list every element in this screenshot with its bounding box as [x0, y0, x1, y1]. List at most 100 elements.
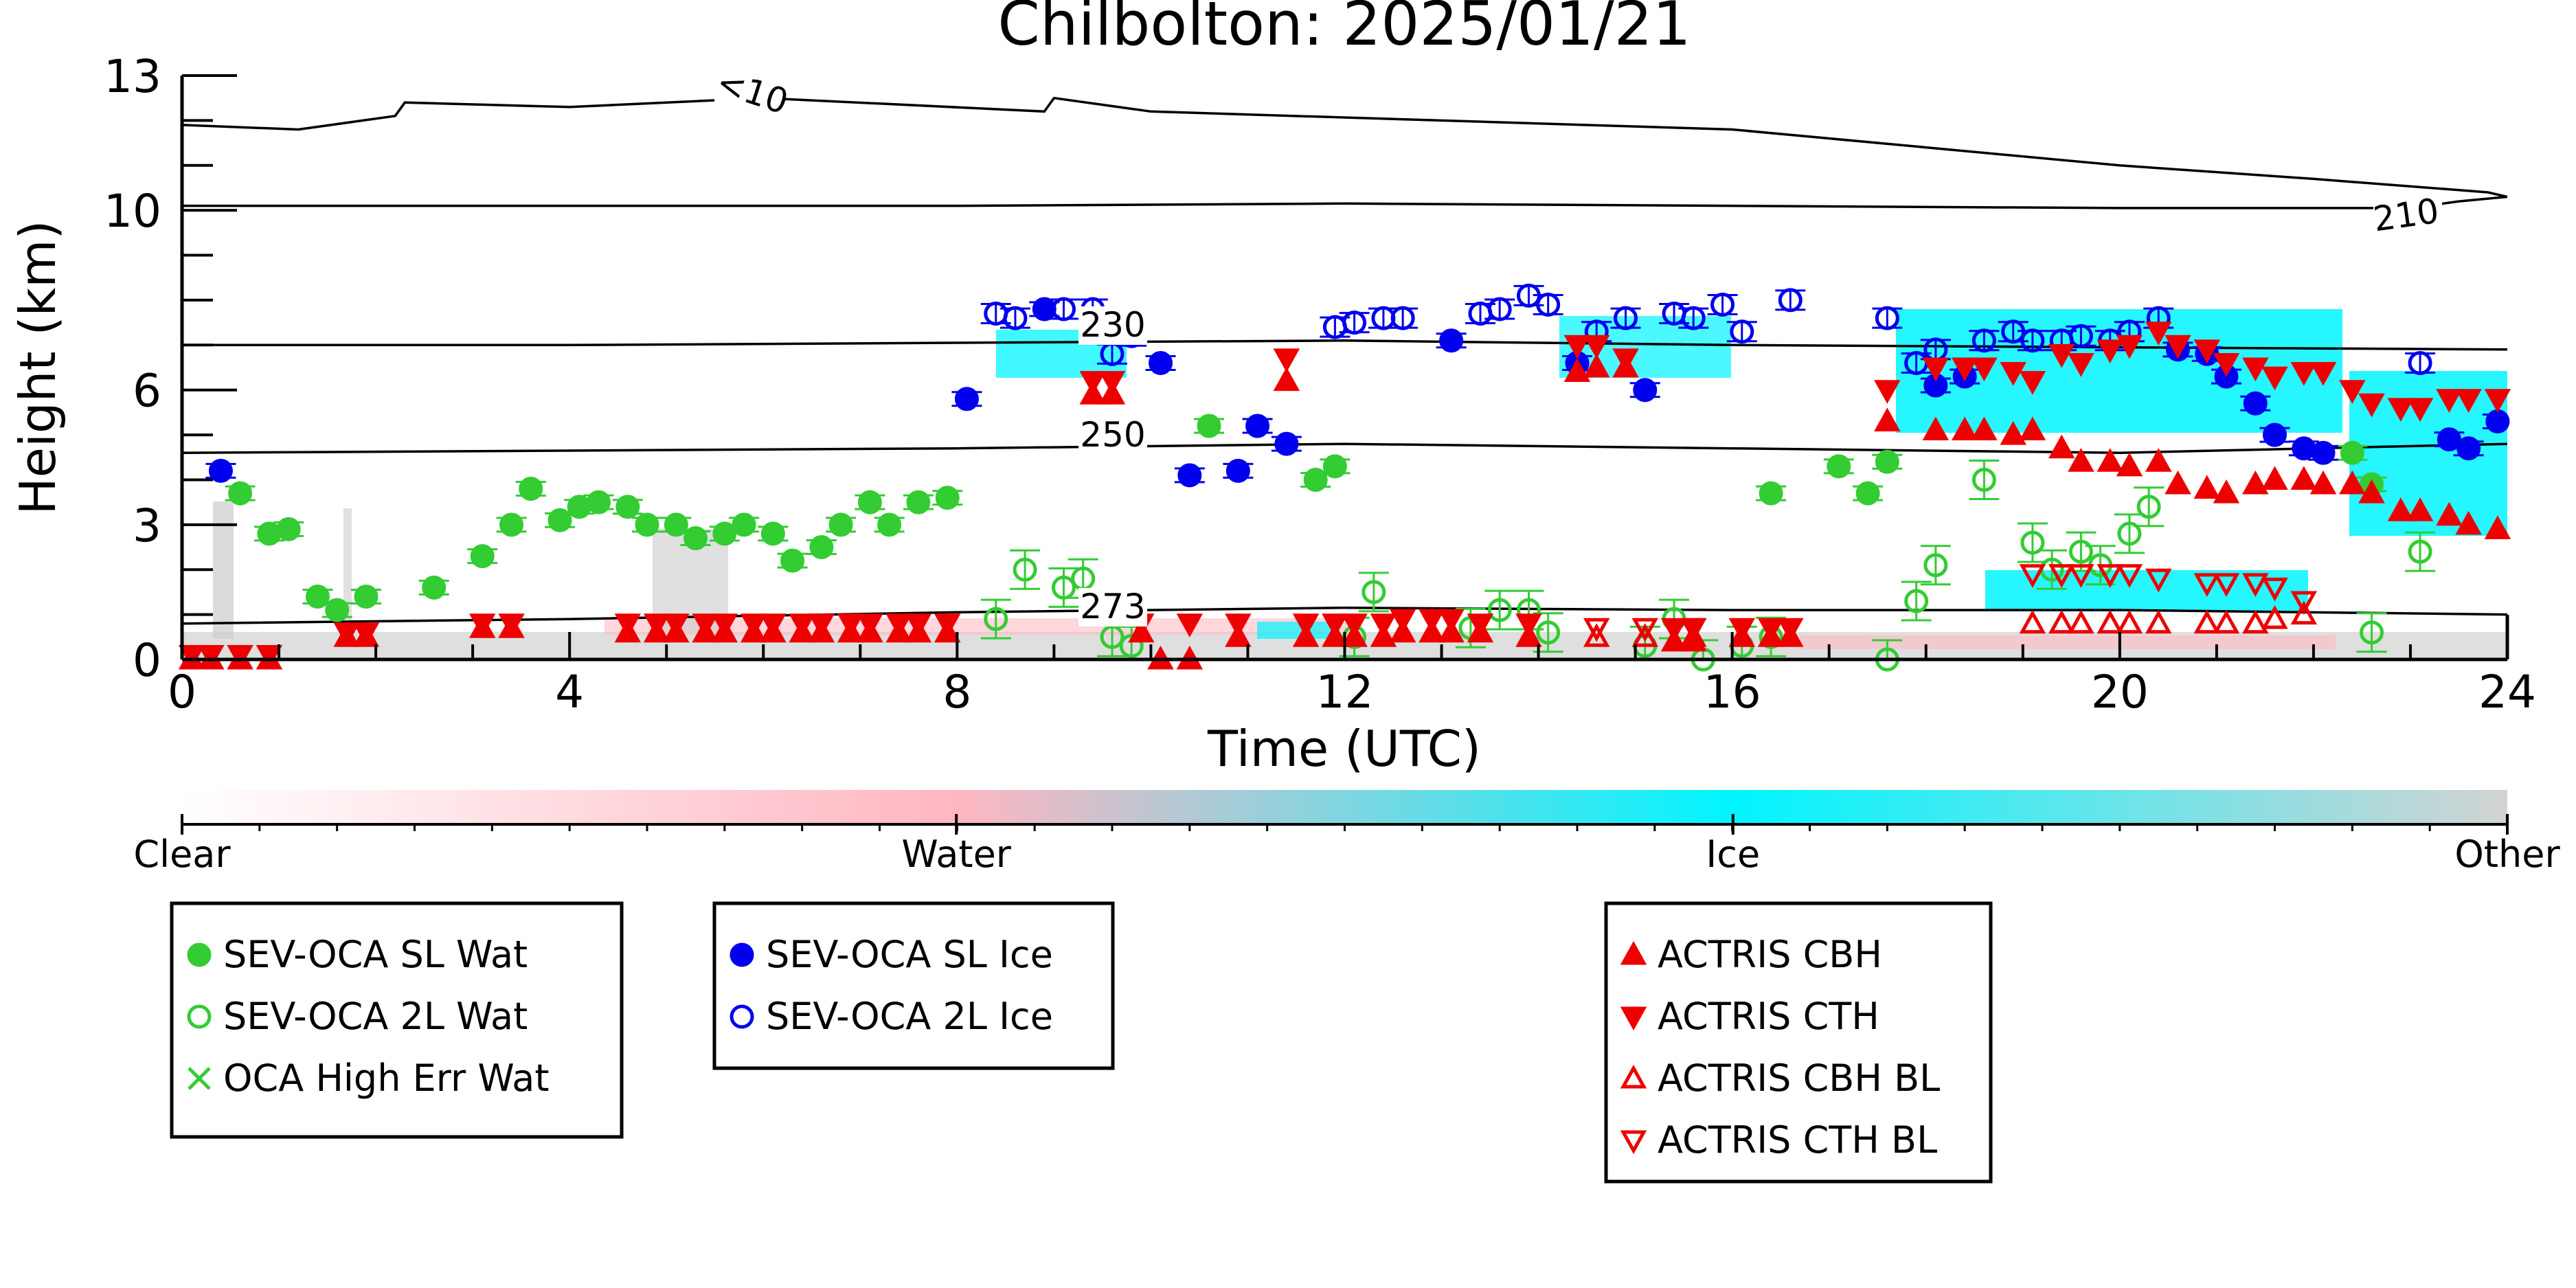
contour-label: 210 [2371, 191, 2441, 240]
contour-label-bg [1078, 588, 1147, 626]
marker-actris-cth [256, 644, 283, 669]
contour-label: 250 [1080, 415, 1145, 455]
marker-actris-cth [333, 622, 361, 646]
y-tick-label: 0 [133, 634, 161, 687]
marker-actris-cth [2358, 393, 2385, 418]
marker-sev-oca-sl-ice [2243, 391, 2268, 416]
colorbar-strip [182, 790, 2507, 824]
marker-actris-cth [857, 613, 883, 637]
contour-label-bg [2373, 196, 2442, 235]
contour-label-bg [714, 73, 783, 111]
marker-actris-cth [934, 613, 961, 637]
colorbar-label: Clear [133, 833, 231, 876]
legend-label: ACTRIS CBH BL [1658, 1057, 1940, 1100]
y-tick-label: 13 [104, 50, 161, 103]
marker-sev-oca-sl-wat [664, 512, 688, 537]
marker-actris-cth [1079, 371, 1107, 395]
shade-other-tall-2 [343, 508, 352, 632]
marker-actris-cth [1467, 613, 1494, 637]
marker-actris-cth [1951, 357, 1978, 382]
x-tick-label: 12 [1316, 666, 1374, 719]
marker-actris-cth [2436, 389, 2463, 413]
colorbar: Clear Water Ice Other [133, 790, 2560, 876]
marker-actris-cth [2048, 343, 2075, 368]
marker-actris-cth [2406, 398, 2434, 422]
contour-label-bg [1078, 306, 1147, 345]
marker-sev-oca-sl-ice [2485, 409, 2510, 433]
legend-box: SEV-OCA SL Ice SEV-OCA 2L Ice [712, 901, 1115, 1070]
marker-actris-cth [1777, 618, 1804, 642]
marker-sev-oca-sl-wat [276, 517, 301, 541]
marker-sev-oca-sl-wat [906, 490, 931, 515]
marker-actris-cbh-bl [2019, 609, 2046, 634]
marker-actris-cbh-bl [1583, 623, 1610, 647]
marker-actris-cth [1389, 609, 1416, 633]
marker-actris-cth [1757, 618, 1785, 642]
marker-actris-cbh [2165, 470, 2191, 495]
legend-marker [188, 1067, 211, 1090]
legend-label: SEV-OCA SL Ice [766, 933, 1053, 976]
marker-sev-oca-sl-ice [1439, 328, 1464, 353]
contour-label: 273 [1080, 587, 1145, 626]
legend-marker [187, 942, 212, 967]
marker-actris-cbh [2358, 479, 2385, 504]
marker-sev-oca-2l-wat [2020, 530, 2045, 555]
marker-actris-cth [1225, 613, 1252, 637]
marker-actris-cbh-bl [2068, 609, 2094, 634]
marker-actris-cth [2387, 398, 2415, 422]
contour-line [182, 607, 2507, 625]
x-axis-label: Time (UTC) [1207, 720, 1481, 778]
marker-actris-cth [1098, 371, 1126, 395]
marker-sev-oca-2l-ice [1875, 306, 1899, 330]
marker-actris-cbh-bl [2290, 600, 2318, 625]
marker-sev-oca-sl-wat [422, 575, 447, 600]
marker-sev-oca-2l-wat [1362, 580, 1386, 605]
marker-sev-oca-sl-ice [2311, 440, 2336, 465]
marker-sev-oca-sl-wat [615, 495, 640, 519]
marker-sev-oca-2l-wat [1904, 589, 1929, 613]
legend-frame [1604, 901, 1993, 1184]
marker-actris-cth [1971, 357, 1998, 382]
marker-actris-cbh [2261, 466, 2288, 490]
marker-actris-cth [178, 644, 205, 669]
marker-sev-oca-sl-wat [780, 548, 805, 573]
legend-frame [712, 901, 1115, 1070]
legend-marker [187, 1004, 212, 1029]
marker-actris-cbh-bl [2097, 609, 2123, 634]
marker-actris-cth [1660, 618, 1688, 642]
marker-actris-cth [2309, 362, 2337, 386]
marker-sev-oca-sl-wat [877, 512, 902, 537]
marker-sev-oca-sl-wat [586, 490, 611, 515]
marker-sev-oca-sl-wat [228, 481, 253, 506]
marker-sev-oca-sl-ice [2456, 436, 2481, 461]
marker-sev-oca-sl-wat [712, 521, 737, 546]
marker-sev-oca-sl-wat [1827, 454, 1851, 479]
marker-actris-cbh-bl [1680, 623, 1707, 647]
marker-actris-cth-bl [1583, 618, 1610, 642]
marker-actris-cth [2339, 380, 2366, 404]
marker-actris-cth [740, 613, 767, 637]
y-tick-label: 3 [133, 499, 161, 552]
marker-sev-oca-sl-ice [1225, 458, 1250, 483]
contour-line [182, 96, 2507, 199]
marker-sev-oca-sl-wat [1322, 454, 1347, 479]
marker-actris-cbh-bl [2116, 609, 2143, 634]
marker-sev-oca-sl-wat [1759, 481, 1783, 506]
marker-actris-cth [227, 644, 253, 669]
marker-sev-oca-2l-wat [1487, 598, 1512, 622]
marker-sev-oca-sl-ice [1633, 378, 1658, 403]
marker-actris-cth [1515, 613, 1542, 637]
marker-sev-oca-sl-wat [519, 477, 543, 501]
marker-sev-oca-2l-ice [2001, 319, 2026, 344]
marker-sev-oca-2l-ice [2408, 350, 2432, 375]
marker-actris-cth [808, 613, 835, 637]
marker-sev-oca-2l-ice [1614, 306, 1638, 330]
chart-title: Chilbolton: 2025/01/21 [997, 0, 1691, 59]
marker-actris-cth [905, 613, 932, 637]
marker-actris-cth [2261, 366, 2288, 391]
marker-actris-cth-bl [2213, 573, 2240, 597]
marker-sev-oca-2l-wat [1971, 467, 1996, 492]
marker-actris-cth [2242, 357, 2269, 382]
marker-actris-cbh-bl [2242, 609, 2269, 634]
marker-sev-oca-sl-ice [208, 458, 233, 483]
